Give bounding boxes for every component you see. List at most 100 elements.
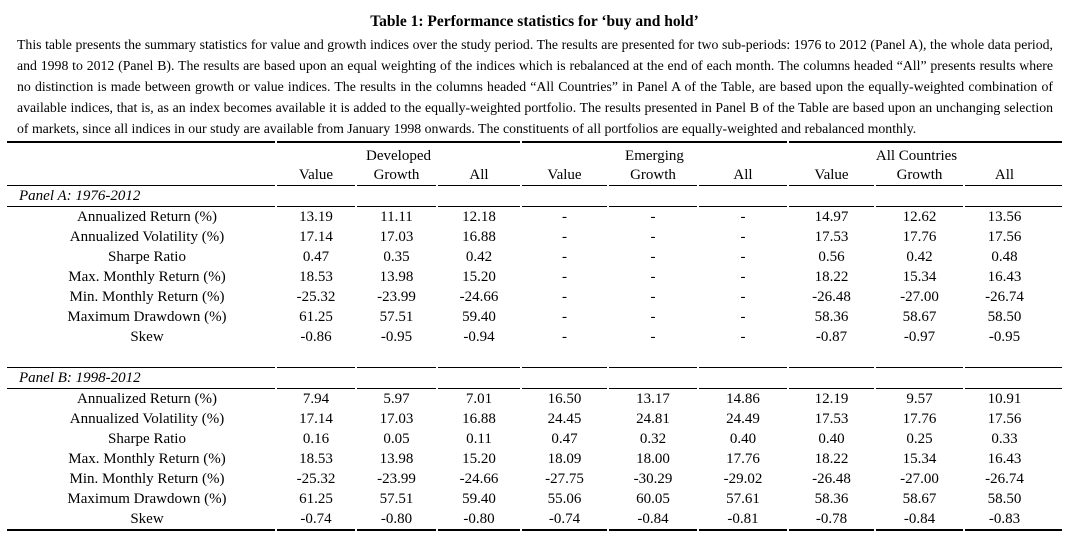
- dash-cell: -: [740, 269, 746, 285]
- corner-cell: [7, 165, 275, 186]
- value-cell: 18.22: [814, 451, 849, 467]
- panel-label-filler: [609, 367, 697, 389]
- value-cell: -0.80: [438, 509, 520, 531]
- value-cell: 13.56: [987, 209, 1022, 225]
- value-cell: 15.34: [902, 451, 937, 467]
- value-cell: 18.53: [299, 451, 333, 467]
- panel-label-filler: [609, 186, 697, 207]
- panel-label-filler: [357, 186, 436, 207]
- value-cell: 18.22: [814, 269, 849, 285]
- table-row: Skew -0.86 -0.95 -0.94 - - - -0.87 -0.97 -0.95: [7, 327, 1062, 347]
- value-cell: -24.66: [459, 289, 499, 305]
- value-cell: 58.36: [814, 309, 849, 325]
- value-cell: -0.81: [699, 509, 787, 531]
- value-cell: 17.53: [814, 411, 849, 427]
- panel-label-filler: [277, 186, 355, 207]
- value-cell: -0.74: [522, 509, 607, 531]
- dash-cell: -: [740, 209, 746, 225]
- panel-label-filler: [277, 367, 355, 389]
- value-cell: 0.05: [383, 431, 410, 447]
- row-label: Max. Monthly Return (%): [68, 269, 226, 285]
- separator-cell: [609, 347, 697, 367]
- dash-cell: -: [740, 289, 746, 305]
- performance-table: Developed Emerging All Countries Value G…: [5, 141, 1064, 531]
- value-cell: 0.56: [818, 249, 845, 265]
- dash-cell: -: [650, 289, 656, 305]
- value-cell: -25.32: [296, 289, 336, 305]
- value-cell: 14.97: [814, 209, 849, 225]
- separator-cell: [876, 347, 963, 367]
- value-cell: 9.57: [906, 391, 933, 407]
- value-cell: -24.66: [459, 471, 499, 487]
- value-cell: 0.25: [906, 431, 933, 447]
- value-cell: -27.75: [545, 471, 584, 487]
- value-cell: -0.86: [300, 329, 332, 345]
- value-cell: 16.88: [462, 229, 496, 245]
- value-cell: 17.03: [379, 229, 414, 245]
- value-cell: 0.40: [729, 431, 757, 447]
- table-row: Annualized Volatility (%) 17.14 17.03 16.88…: [7, 409, 1062, 429]
- value-cell: 17.53: [814, 229, 849, 245]
- value-cell: 0.42: [465, 249, 493, 265]
- dash-cell: -: [650, 229, 656, 245]
- value-cell: 0.33: [991, 431, 1018, 447]
- sub-header-emerging-value: Value: [522, 165, 607, 186]
- row-label: Sharpe Ratio: [108, 249, 186, 265]
- value-cell: 24.49: [726, 411, 760, 427]
- value-cell: 18.00: [636, 451, 670, 467]
- value-cell: 17.56: [987, 229, 1022, 245]
- sub-header-developed-value: Value: [277, 165, 355, 186]
- value-cell: -0.95: [380, 329, 413, 345]
- dash-cell: -: [650, 249, 656, 265]
- value-cell: 13.19: [299, 209, 333, 225]
- value-cell: 61.25: [299, 491, 333, 507]
- panel-label-filler: [699, 367, 787, 389]
- table-caption: This table presents the summary statisti…: [17, 37, 1053, 136]
- value-cell: 10.91: [987, 391, 1022, 407]
- value-cell: -29.02: [723, 471, 763, 487]
- value-cell: 59.40: [462, 491, 496, 507]
- separator-cell: [789, 347, 874, 367]
- value-cell: -0.84: [876, 509, 963, 531]
- value-cell: 18.09: [547, 451, 582, 467]
- dash-cell: -: [562, 209, 567, 225]
- panel-label-filler: [965, 367, 1062, 389]
- dash-cell: -: [562, 309, 567, 325]
- col-group-developed: Developed: [277, 141, 520, 165]
- value-cell: 24.81: [636, 411, 670, 427]
- value-cell: 15.20: [462, 451, 496, 467]
- value-cell: -0.95: [988, 329, 1021, 345]
- value-cell: 0.32: [639, 431, 667, 447]
- value-cell: 0.16: [302, 431, 330, 447]
- sub-header-allcountries-all: All: [965, 165, 1062, 186]
- value-cell: 7.94: [302, 391, 330, 407]
- column-group-header-row: Developed Emerging All Countries: [7, 141, 1062, 165]
- value-cell: 13.17: [636, 391, 670, 407]
- value-cell: -0.94: [463, 329, 495, 345]
- dash-cell: -: [740, 329, 746, 345]
- dash-cell: -: [740, 229, 746, 245]
- panel-label-filler: [965, 186, 1062, 207]
- value-cell: 14.86: [726, 391, 760, 407]
- table-row: Skew -0.74 -0.80 -0.80 -0.74 -0.84 -0.81 -0.78-…: [7, 509, 1062, 531]
- value-cell: 0.47: [551, 431, 578, 447]
- row-label: Sharpe Ratio: [108, 431, 186, 447]
- sub-header-allcountries-growth: Growth: [876, 165, 963, 186]
- value-cell: 12.19: [814, 391, 849, 407]
- value-cell: 57.51: [379, 491, 414, 507]
- value-cell: 0.42: [906, 249, 933, 265]
- separator-cell: [7, 347, 275, 367]
- separator-cell: [965, 347, 1062, 367]
- panel-label-filler: [522, 367, 607, 389]
- value-cell: 12.62: [902, 209, 937, 225]
- value-cell: 5.97: [383, 391, 410, 407]
- row-label: Maximum Drawdown (%): [67, 491, 227, 507]
- dash-cell: -: [650, 269, 656, 285]
- panel-label-filler: [522, 186, 607, 207]
- value-cell: 17.76: [902, 411, 937, 427]
- value-cell: 17.03: [379, 411, 414, 427]
- panel-label-filler: [357, 367, 436, 389]
- row-label: Annualized Return (%): [77, 209, 217, 225]
- value-cell: 0.11: [466, 431, 492, 447]
- value-cell: -0.84: [609, 509, 697, 531]
